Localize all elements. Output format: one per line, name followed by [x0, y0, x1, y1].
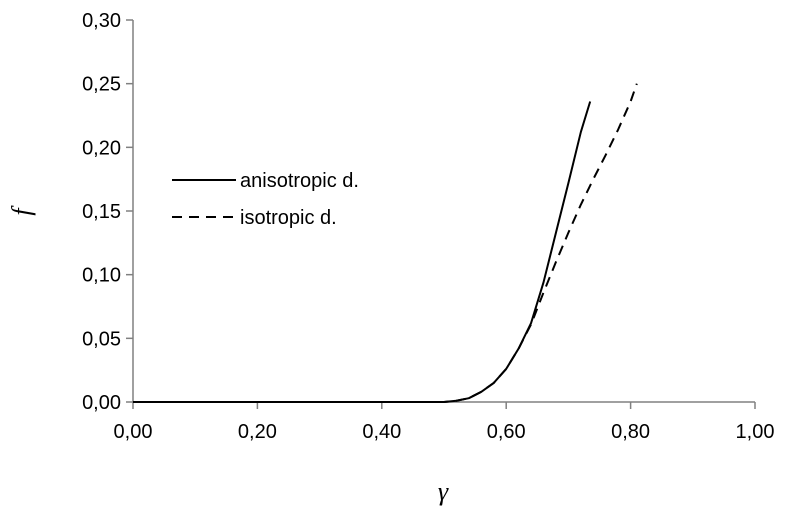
x-tick-label: 0,60 [487, 421, 526, 443]
y-tick-label: 0,05 [82, 328, 121, 350]
y-tick-label: 0,10 [82, 265, 121, 287]
y-axis-title: f [7, 205, 36, 216]
x-tick-label: 0,20 [238, 421, 277, 443]
y-ticks: 0,00 0,05 0,10 0,15 0,20 0,25 0,30 [82, 10, 133, 414]
x-tick-label: 0,80 [611, 421, 650, 443]
plot-area: 0,00 0,20 0,40 0,60 0,80 1,00 0,00 0,05 0,10 0,1… [82, 10, 774, 443]
y-tick-label: 0,15 [82, 201, 121, 223]
x-axis-title: γ [438, 477, 449, 506]
x-tick-label: 1,00 [736, 421, 775, 443]
series-line-anisotropic [133, 101, 592, 403]
y-tick-label: 0,30 [82, 10, 121, 32]
legend-label-anisotropic: anisotropic d. [240, 170, 359, 192]
series-line-isotropic [133, 83, 638, 403]
x-ticks: 0,00 0,20 0,40 0,60 0,80 1,00 [114, 402, 775, 443]
y-tick-label: 0,00 [82, 392, 121, 414]
legend: anisotropic d. isotropic d. [172, 170, 359, 229]
legend-label-isotropic: isotropic d. [240, 207, 337, 229]
x-tick-label: 0,40 [362, 421, 401, 443]
y-tick-label: 0,25 [82, 74, 121, 96]
y-tick-label: 0,20 [82, 137, 121, 159]
x-tick-label: 0,00 [114, 421, 153, 443]
series-group [133, 83, 638, 403]
